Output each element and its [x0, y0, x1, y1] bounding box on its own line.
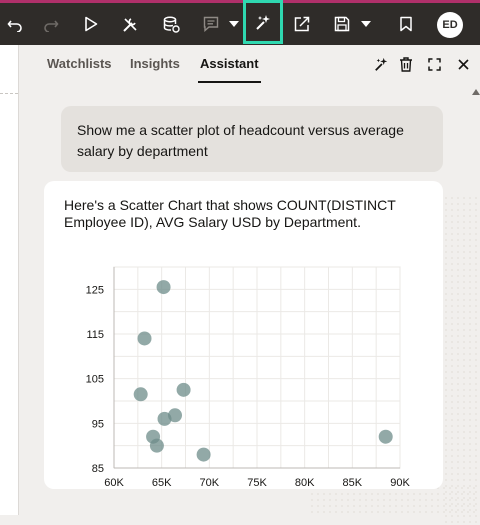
data-point — [137, 331, 152, 346]
sparkle-icon[interactable] — [372, 55, 390, 73]
assistant-reply-card: Here's a Scatter Chart that shows COUNT(… — [44, 181, 443, 489]
x-tick-label: 90K — [390, 477, 410, 489]
data-point — [156, 280, 171, 295]
main-toolbar: ED — [0, 0, 480, 45]
chevron-down-icon[interactable] — [352, 3, 380, 45]
x-tick-label: 60K — [104, 477, 124, 489]
bookmark-icon[interactable] — [391, 3, 421, 45]
avatar[interactable]: ED — [437, 12, 463, 38]
chevron-down-icon[interactable] — [220, 3, 248, 45]
background-dot-pattern — [309, 485, 479, 515]
trash-icon[interactable] — [397, 55, 415, 73]
undo-icon[interactable] — [0, 3, 30, 45]
background-dot-pattern — [443, 195, 479, 525]
data-refresh-icon[interactable] — [156, 3, 186, 45]
close-icon[interactable] — [454, 55, 472, 73]
y-tick-label: 105 — [86, 374, 104, 386]
x-tick-label: 65K — [152, 477, 172, 489]
x-tick-label: 85K — [343, 477, 363, 489]
y-tick-label: 95 — [92, 418, 104, 430]
scatter-chart: 85 95 105 115 125 60K 65K 70K 75K 80K 85K 90K — [86, 266, 410, 489]
data-point — [168, 408, 183, 423]
data-point — [149, 438, 164, 453]
panel-tabs: Watchlists Insights Assistant — [19, 45, 480, 83]
accent-strip — [0, 0, 480, 3]
left-pane-edge — [0, 45, 19, 515]
x-tick-label: 80K — [295, 477, 315, 489]
comment-icon[interactable] — [196, 3, 226, 45]
y-tick-label: 125 — [86, 284, 104, 296]
assistant-panel: Watchlists Insights Assistant Show me a … — [19, 45, 480, 525]
redo-icon[interactable] — [36, 3, 66, 45]
export-icon[interactable] — [287, 3, 317, 45]
play-icon[interactable] — [76, 3, 106, 45]
assistant-sparkle-icon[interactable] — [243, 0, 283, 44]
tools-icon[interactable] — [115, 3, 145, 45]
x-tick-label: 70K — [200, 477, 220, 489]
data-point — [378, 429, 393, 444]
tab-insights[interactable]: Insights — [130, 56, 180, 71]
data-point — [133, 387, 148, 402]
data-point — [176, 382, 191, 397]
data-point — [196, 447, 211, 462]
tab-assistant[interactable]: Assistant — [198, 45, 261, 83]
y-tick-label: 115 — [86, 329, 104, 341]
assistant-message: Here's a Scatter Chart that shows COUNT(… — [64, 197, 396, 230]
expand-icon[interactable] — [425, 55, 443, 73]
tab-watchlists[interactable]: Watchlists — [47, 56, 112, 71]
x-tick-label: 75K — [247, 477, 267, 489]
scroll-up-arrow-icon[interactable] — [472, 89, 480, 95]
user-message: Show me a scatter plot of headcount vers… — [61, 106, 443, 172]
y-tick-label: 85 — [92, 463, 104, 475]
save-icon[interactable] — [327, 3, 357, 45]
